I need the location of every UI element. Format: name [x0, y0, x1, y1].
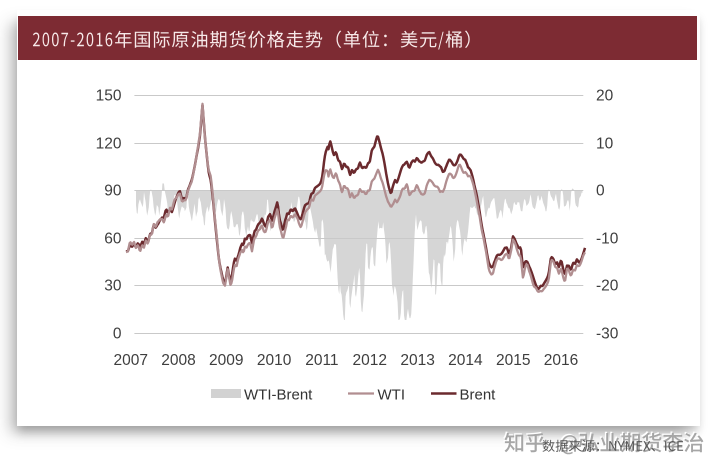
- svg-text:2013: 2013: [400, 352, 434, 369]
- svg-text:2011: 2011: [305, 352, 338, 369]
- svg-text:150: 150: [96, 87, 122, 104]
- svg-text:WTI-Brent: WTI-Brent: [244, 387, 313, 404]
- svg-text:60: 60: [104, 230, 122, 247]
- svg-text:-20: -20: [596, 277, 619, 294]
- svg-text:2012: 2012: [353, 352, 387, 369]
- svg-text:-30: -30: [596, 325, 619, 342]
- svg-text:10: 10: [596, 135, 614, 152]
- svg-text:2014: 2014: [448, 352, 483, 369]
- svg-text:120: 120: [96, 135, 122, 152]
- svg-text:2010: 2010: [257, 352, 292, 369]
- svg-text:WTI: WTI: [378, 387, 406, 404]
- svg-text:0: 0: [596, 182, 605, 199]
- svg-text:-10: -10: [596, 230, 619, 247]
- svg-text:2008: 2008: [161, 352, 195, 369]
- svg-text:2009: 2009: [209, 352, 243, 369]
- svg-text:2016: 2016: [544, 352, 578, 369]
- svg-text:0: 0: [113, 325, 122, 342]
- svg-text:2015: 2015: [496, 352, 530, 369]
- svg-text:2007: 2007: [113, 352, 147, 369]
- svg-text:20: 20: [596, 87, 614, 104]
- svg-text:90: 90: [104, 182, 122, 199]
- svg-text:30: 30: [104, 277, 122, 294]
- svg-text:Brent: Brent: [460, 387, 497, 404]
